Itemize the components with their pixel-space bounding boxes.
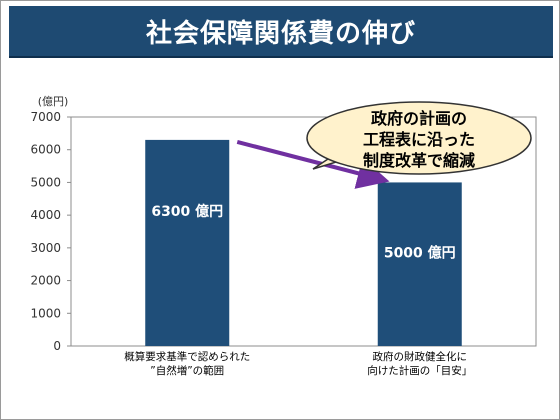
y-tick-label: 3000 (30, 241, 61, 255)
bar (377, 182, 462, 346)
x-category-label: 向けた計画の「目安」 (367, 364, 472, 377)
callout-bubble (306, 101, 532, 175)
callout-line: 政府の計画の (370, 109, 467, 128)
y-axis-unit: (億円) (38, 95, 69, 108)
y-tick-label: 4000 (30, 208, 61, 222)
x-category-label: 政府の財政健全化に (373, 350, 468, 363)
callout-text: 政府の計画の 工程表に沿った 制度改革で縮減 (319, 108, 519, 171)
y-tick-label: 1000 (30, 306, 61, 320)
bar-data-label: 6300 億円 (151, 203, 223, 220)
y-tick-label: 0 (53, 339, 61, 353)
callout-joint (333, 148, 345, 160)
y-tick-label: 7000 (30, 110, 61, 124)
y-tick-label: 5000 (30, 175, 61, 189)
decrease-arrow (236, 139, 390, 189)
callout-line: 制度改革で縮減 (362, 151, 475, 170)
plot-area (70, 116, 537, 347)
bar (145, 139, 230, 346)
y-tick-label: 6000 (30, 143, 61, 157)
bar-data-label: 5000 億円 (384, 245, 456, 262)
x-category-label: 概算要求基準で認められた (124, 350, 250, 363)
title-banner: 社会保障関係費の伸び (9, 6, 553, 58)
page-title: 社会保障関係費の伸び (145, 18, 416, 49)
y-tick-label: 2000 (30, 274, 61, 288)
x-category-label: ”自然増”の範囲 (150, 364, 224, 377)
callout-line: 工程表に沿った (362, 130, 475, 149)
